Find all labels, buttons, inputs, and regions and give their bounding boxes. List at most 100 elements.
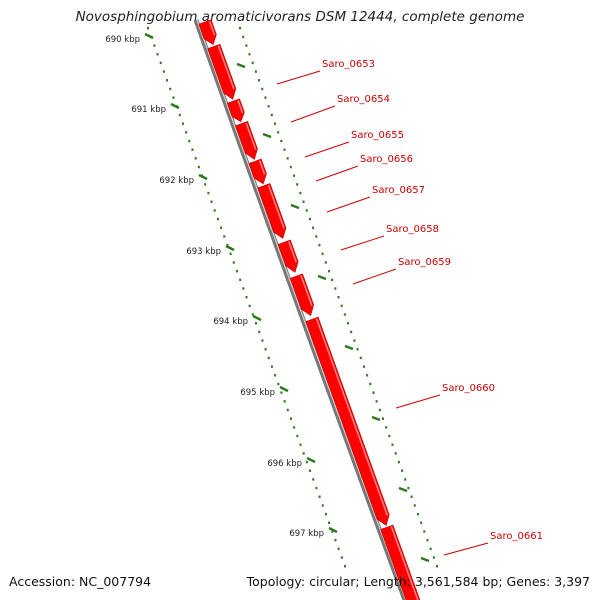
ruler-dot [162, 70, 165, 73]
ruler-dot [420, 521, 423, 525]
ruler-dot [270, 113, 273, 117]
ruler-dot [185, 131, 188, 134]
ruler-dot [255, 322, 258, 325]
ruler-dot [289, 417, 292, 420]
gene-leader-line [304, 141, 350, 158]
ruler-dot [340, 556, 343, 559]
ruler-dot [327, 269, 330, 273]
ruler-dot [305, 209, 308, 212]
ruler-tick [170, 102, 180, 110]
ruler-dot [401, 469, 404, 472]
gene-block [289, 273, 315, 317]
ruler-dot [147, 27, 149, 30]
ruler-tick [306, 456, 316, 464]
ruler-dot [321, 504, 324, 507]
ruler-dot [315, 235, 318, 238]
ruler-dot [172, 96, 175, 99]
ruler-dot [302, 452, 305, 455]
ruler-dot [334, 287, 337, 290]
gene-highlight [390, 526, 419, 600]
ruler-dot [321, 252, 324, 256]
ruler-dot [305, 460, 308, 464]
ruler-tick [144, 32, 154, 40]
accession-text: Accession: NC_007794 [9, 574, 152, 589]
gene-highlight [208, 21, 216, 36]
ruler-tick [344, 344, 354, 351]
gene-highlight [245, 122, 257, 150]
ruler-tick-label: 694 kbp [213, 317, 248, 327]
gene-leader-line [326, 196, 371, 213]
ruler-tick [225, 244, 235, 252]
ruler-dot [404, 478, 407, 481]
ruler-dot [331, 530, 334, 533]
ruler-dot [251, 313, 254, 316]
ruler-dot [245, 44, 248, 47]
ruler-tick [290, 203, 300, 210]
gene-label-text: Saro_0657 [372, 185, 425, 196]
ruler-dot [340, 304, 343, 308]
gene-highlight [258, 160, 266, 175]
ruler-dot [248, 304, 251, 308]
ruler-dot [223, 235, 226, 238]
backbone-highlight [196, 19, 407, 600]
ruler-dot [385, 426, 388, 429]
ruler-dot [261, 87, 264, 91]
ruler-dot [153, 44, 156, 47]
ruler-tick-label: 695 kbp [240, 388, 275, 398]
ruler-dot [337, 547, 340, 551]
ruler-tick [252, 314, 262, 322]
gene-label-text: Saro_0656 [360, 154, 413, 165]
gene-leader-line [352, 268, 397, 285]
ruler-dot [213, 209, 216, 212]
gene-label: Saro_0659 [352, 257, 451, 285]
ruler-tick [317, 274, 327, 281]
gene-label-text: Saro_0654 [337, 94, 390, 105]
ruler-dot [353, 339, 356, 342]
gene-label-text: Saro_0653 [322, 59, 375, 70]
ruler-dot [242, 287, 245, 290]
ruler-dot [381, 417, 384, 420]
ruler-tick-label: 693 kbp [186, 247, 221, 257]
ruler-dot [293, 174, 296, 177]
ruler-dot [181, 122, 184, 125]
ruler-tick [371, 415, 381, 422]
ruler-dot [169, 87, 172, 91]
ruler-dot [296, 434, 299, 438]
gene-label-text: Saro_0658 [386, 224, 439, 235]
ruler-tick-label: 691 kbp [131, 105, 166, 115]
kbp-ruler: 690 kbp 691 kbp 692 kbp 693 kbp 694 kbp 695 k… [105, 27, 438, 568]
gene-leader-line [443, 542, 489, 556]
ruler-dot [359, 356, 362, 360]
ruler-tick [198, 173, 208, 181]
gene-label: Saro_0660 [395, 383, 495, 409]
genome-stats-text: Topology: circular; Length: 3,561,584 bp… [246, 574, 590, 589]
ruler-dot [273, 122, 276, 125]
ruler-dot [334, 538, 337, 542]
ruler-dot [436, 565, 438, 568]
ruler-dot [318, 243, 321, 247]
gene-leader-line [395, 394, 441, 409]
gene-leader-line [315, 165, 359, 182]
ruler-dot [254, 70, 257, 73]
ruler-dot [239, 278, 242, 282]
ruler-tick [279, 385, 289, 393]
ruler-dot [432, 556, 435, 559]
gene-highlight [267, 184, 285, 229]
gene-label: Saro_0656 [315, 154, 413, 182]
ruler-dot [258, 79, 261, 82]
gene-label: Saro_0655 [304, 130, 404, 158]
ruler-dot [394, 452, 397, 455]
ruler-dot [245, 296, 248, 299]
ruler-dot [289, 165, 292, 169]
ruler-dot [178, 113, 181, 117]
ruler-ticks: 690 kbp 691 kbp 692 kbp 693 kbp 694 kbp 695 k… [105, 32, 430, 563]
gene-labels: Saro_0653 Saro_0654 Saro_0655 Saro_0656 Saro… [276, 59, 543, 556]
outer-ruler-line [239, 27, 438, 568]
ruler-dot [261, 339, 264, 342]
ruler-tick [236, 62, 246, 69]
ruler-dot [267, 356, 270, 360]
gene-highlight [288, 241, 298, 263]
gene-arrow [380, 524, 421, 600]
ruler-tick-label: 696 kbp [267, 459, 302, 469]
ruler-dot [391, 443, 394, 446]
